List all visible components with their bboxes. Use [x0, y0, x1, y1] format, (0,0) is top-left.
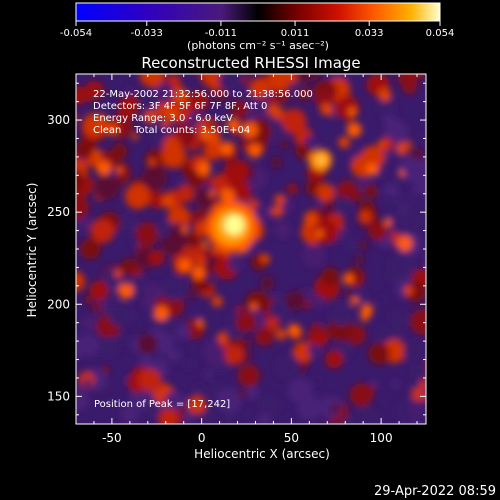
info-line-time: 22-May-2002 21:32:56.000 to 21:38:56.000 [93, 89, 313, 100]
x-tick-label: 50 [284, 431, 299, 445]
x-tick-label: 100 [370, 431, 393, 445]
info-line-clean: Clean Total counts: 3.50E+04 [93, 125, 250, 136]
y-tick-label: 150 [47, 389, 70, 403]
colorbar-units: (photons cm⁻² s⁻¹ asec⁻²) [187, 39, 329, 52]
colorbar-tick-label: -0.011 [205, 28, 237, 39]
colorbar-tick-label: 0.054 [426, 28, 455, 39]
reconstructed-image [76, 74, 426, 424]
x-axis-label: Heliocentric X (arcsec) [194, 447, 330, 461]
colorbar [75, 2, 441, 22]
colorbar-ticks: -0.054 -0.033 -0.011 0.011 0.033 0.054 [60, 21, 454, 39]
y-tick-label: 300 [47, 113, 70, 127]
colorbar-tick-label: -0.033 [131, 28, 163, 39]
x-tick-label: 0 [198, 431, 206, 445]
info-line-detectors: Detectors: 3F 4F 5F 6F 7F 8F, Att 0 [93, 101, 267, 112]
info-line-energy: Energy Range: 3.0 - 6.0 keV [93, 113, 233, 124]
y-axis-label: Heliocentric Y (arcsec) [25, 183, 39, 318]
info-block: 22-May-2002 21:32:56.000 to 21:38:56.000… [93, 89, 313, 136]
peak-position-label: Position of Peak = [17,242] [94, 399, 230, 410]
y-axis-ticks: 150 200 250 300 [47, 82, 426, 416]
x-tick-label: -50 [102, 431, 122, 445]
colorbar-tick-label: 0.033 [355, 28, 384, 39]
y-tick-label: 250 [47, 205, 70, 219]
y-tick-label: 200 [47, 297, 70, 311]
footer-timestamp: 29-Apr-2022 08:59 [374, 484, 496, 499]
colorbar-tick-label: -0.054 [60, 28, 92, 39]
colorbar-tick-label: 0.011 [281, 28, 310, 39]
x-axis-ticks: -50 0 50 100 [93, 74, 418, 445]
image-title: Reconstructed RHESSI Image [141, 54, 360, 72]
